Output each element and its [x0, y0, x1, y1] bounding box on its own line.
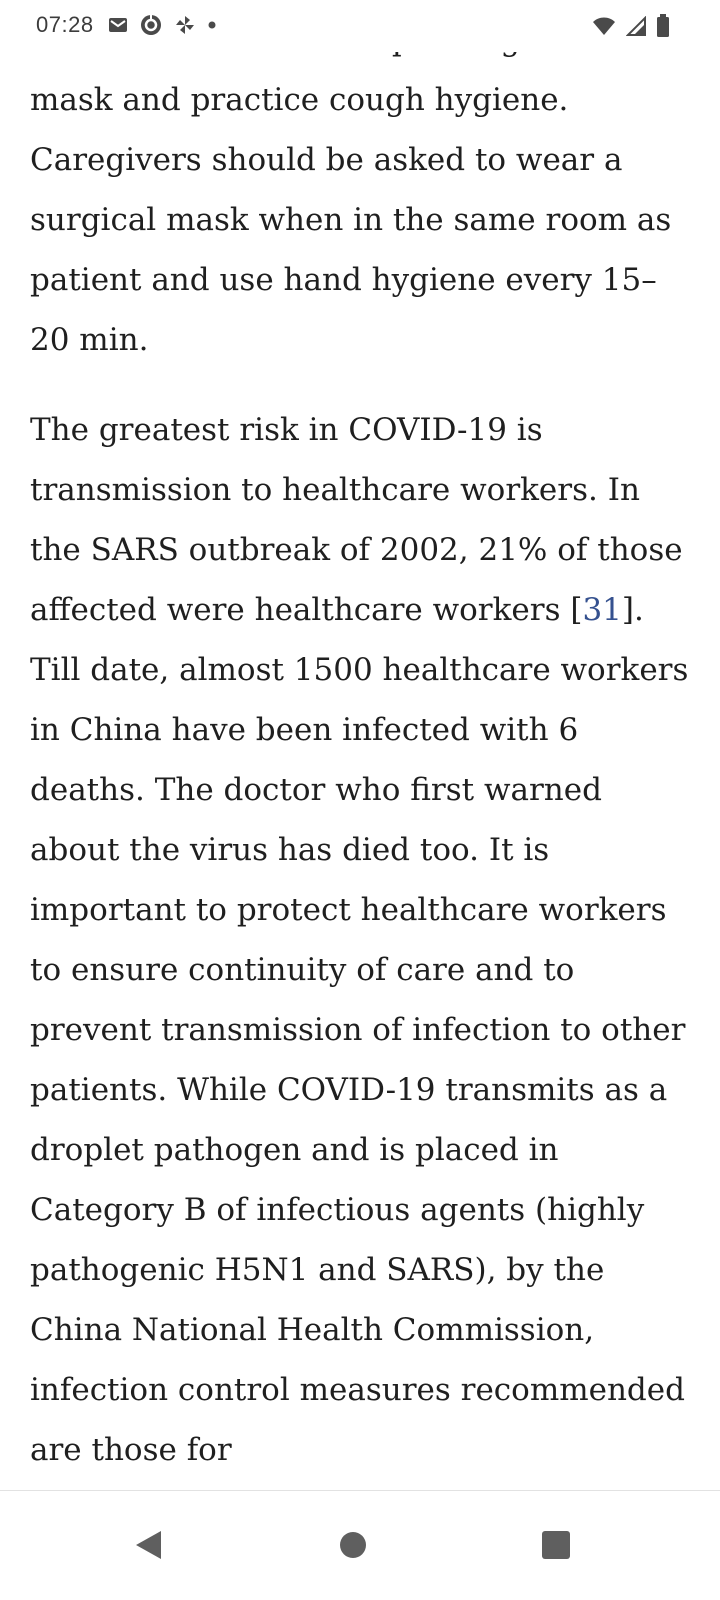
battery-icon	[656, 14, 670, 38]
status-time: 07:28	[36, 12, 94, 37]
paragraph-text: The greatest risk in COVID-19 is transmi…	[30, 412, 683, 628]
paragraph-caregiver-hygiene: mask and practice cough hygiene. Caregiv…	[30, 82, 672, 358]
recents-icon	[541, 1530, 571, 1560]
paragraph-healthcare-risk: The greatest risk in COVID-19 is transmi…	[30, 400, 692, 1480]
paragraph-text-continued: ]. Till date, almost 1500 healthcare wor…	[30, 592, 689, 1468]
home-icon	[339, 1531, 367, 1559]
data-saver-icon	[140, 14, 162, 36]
home-button[interactable]	[323, 1515, 383, 1575]
notification-icons	[108, 14, 216, 36]
status-bar: 07:28	[0, 0, 720, 52]
cellular-signal-icon	[626, 16, 646, 36]
notification-dot-icon	[208, 21, 216, 29]
navigation-bar	[0, 1490, 720, 1600]
wifi-icon	[592, 16, 616, 36]
back-icon	[133, 1529, 163, 1561]
back-button[interactable]	[118, 1515, 178, 1575]
reference-link-31[interactable]: 31	[582, 592, 622, 628]
gmail-icon	[108, 17, 128, 33]
recents-button[interactable]	[526, 1515, 586, 1575]
system-icons	[592, 14, 670, 38]
pinwheel-icon	[174, 14, 196, 36]
article-body: be asked to wear a simple surgical mask …	[30, 0, 692, 1490]
